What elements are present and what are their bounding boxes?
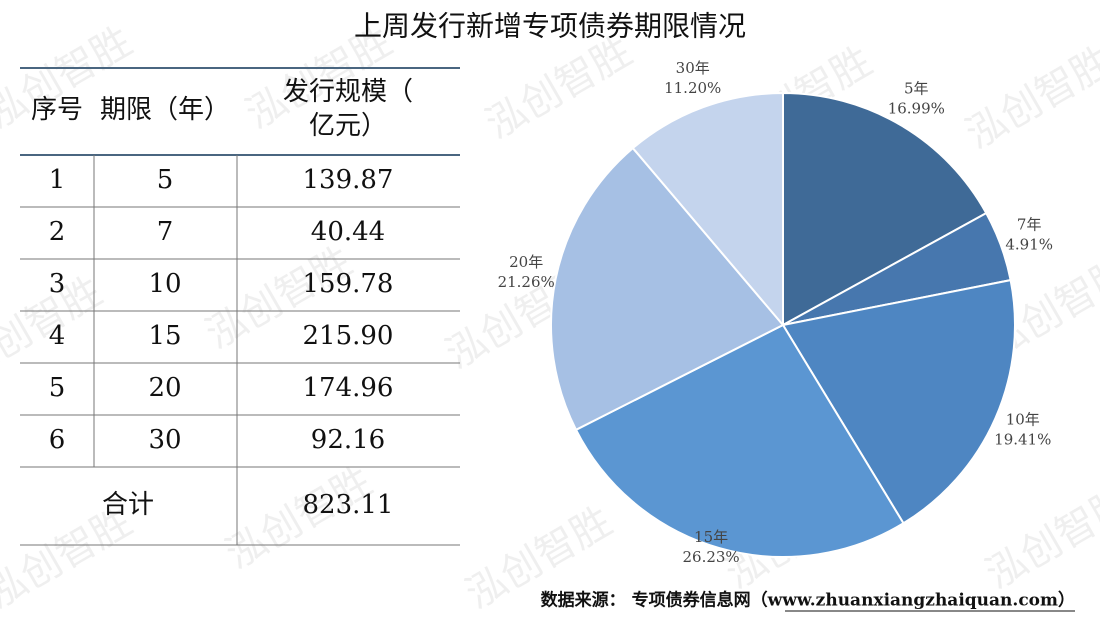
table-cell: 30 [148, 425, 181, 455]
slice-category: 30年 [676, 59, 710, 77]
table-cell: 215.90 [303, 321, 394, 351]
pie-slice [574, 323, 905, 558]
watermark: 泓创智胜 [958, 38, 1100, 158]
table-cell: 3 [49, 269, 66, 299]
slice-value-label: 4.91% [1005, 235, 1053, 253]
table-cell: 159.78 [303, 269, 394, 299]
source-note: 数据来源： 专项债券信息网（www.zhuanxiangzhaiquan.com… [541, 590, 1075, 611]
pie-slice [550, 146, 785, 432]
table-cell: 10 [148, 269, 181, 299]
total-value: 823.11 [303, 490, 394, 520]
watermark: 泓创智胜 [978, 478, 1100, 598]
table-cell: 5 [49, 373, 66, 403]
slice-value-label: 11.20% [664, 79, 721, 97]
table-cell: 139.87 [303, 165, 394, 195]
table-cell: 40.44 [311, 217, 385, 247]
slice-category: 20年 [509, 253, 543, 271]
table-cell: 15 [148, 321, 181, 351]
watermark: 泓创智胜 [478, 28, 640, 148]
table-header: 期限（年） [100, 95, 230, 125]
table-cell: 2 [49, 217, 66, 247]
pie-slice [781, 278, 1016, 525]
total-label: 合计 [102, 490, 154, 520]
table-cell: 20 [148, 373, 181, 403]
slice-category: 15年 [694, 528, 728, 546]
slice-category: 7年 [1017, 215, 1042, 233]
slice-value-label: 16.99% [888, 99, 945, 117]
slice-value-label: 21.26% [498, 273, 555, 291]
table-cell: 174.96 [303, 373, 394, 403]
slice-category: 5年 [904, 79, 929, 97]
page-title: 上周发行新增专项债券期限情况 [354, 10, 746, 43]
table-cell: 4 [49, 321, 66, 351]
table-header: 发行规模（亿元） [283, 77, 413, 141]
table-cell: 7 [157, 217, 174, 247]
slice-category: 10年 [1006, 411, 1040, 429]
table-cell: 6 [49, 425, 66, 455]
table-header: 序号 [31, 95, 83, 125]
pie-slice [631, 91, 784, 328]
slice-value-label: 26.23% [682, 548, 739, 566]
table-cell: 5 [157, 165, 174, 195]
table-cell: 92.16 [311, 425, 385, 455]
pie-slice [782, 91, 988, 327]
slice-value-label: 19.41% [994, 431, 1051, 449]
table-cell: 1 [49, 165, 66, 195]
